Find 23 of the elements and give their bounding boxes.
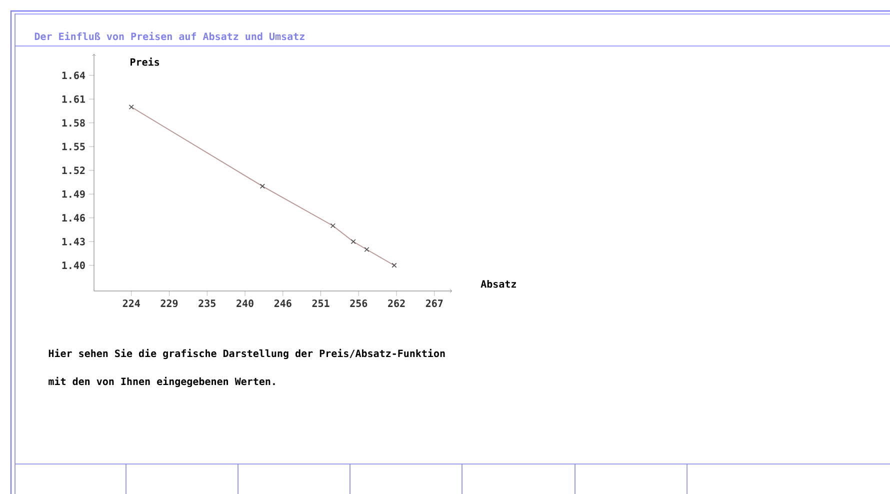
y-tick-label: 1.58 — [62, 119, 85, 127]
y-axis-title: Preis — [130, 58, 160, 66]
y-tick-label: 1.43 — [62, 238, 85, 246]
x-tick-label: 224 — [122, 300, 140, 307]
text: mit den von Ihnen eingegebenen Werten. — [48, 376, 275, 388]
x-tick-label: 251 — [312, 300, 330, 308]
y-tick-label: 1.64 — [62, 72, 86, 80]
x-tick-label: 240 — [236, 300, 254, 308]
x-tick-label: 267 — [426, 300, 443, 308]
x-tick-label: 262 — [388, 300, 405, 308]
y-tick-label: 1.61 — [62, 95, 86, 103]
x-axis-title: Absatz — [480, 280, 516, 288]
x-tick-label: 235 — [198, 300, 216, 308]
y-tick-label: 1.40 — [62, 262, 85, 270]
y-tick-label: 1.55 — [62, 142, 85, 150]
x-tick-label: 246 — [274, 300, 292, 308]
chart-title: Der Einfluß von Preisen auf Absatz und Umsatz — [34, 32, 304, 40]
y-tick-label: 1.52 — [62, 166, 85, 174]
x-tick-label: 229 — [160, 300, 178, 308]
y-tick-label: 1.49 — [62, 190, 85, 198]
x-tick-label: 256 — [350, 300, 368, 308]
y-tick-label: 1.46 — [62, 214, 85, 222]
text: Hier sehen Sie die grafische Darstellung der Preis/Absatz-Funktion — [48, 348, 445, 360]
